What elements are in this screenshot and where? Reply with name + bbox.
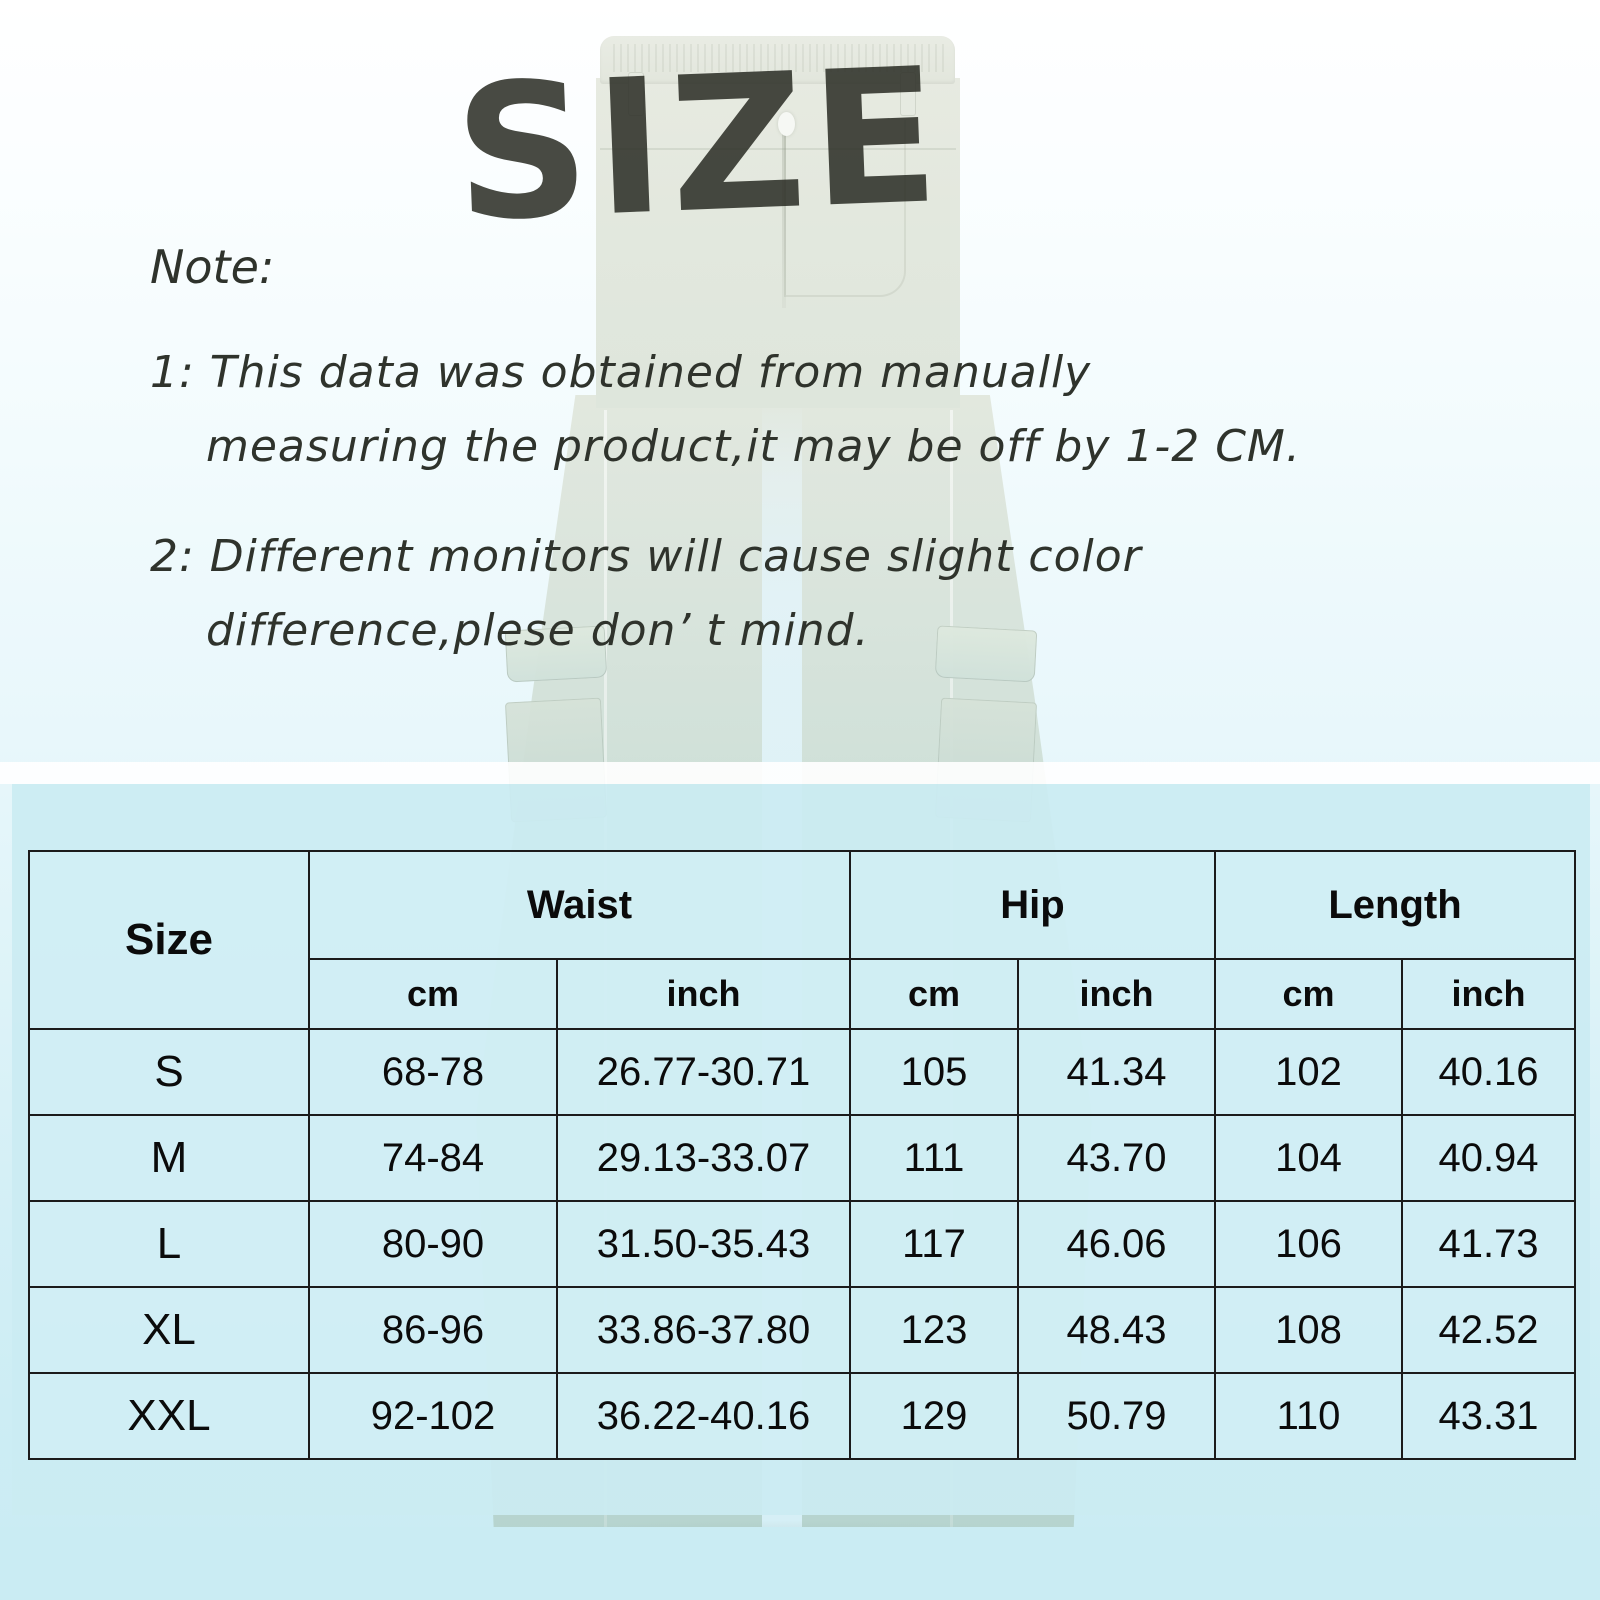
size-table-head: Size Waist Hip Length cm inch cm inch cm… [28,850,1577,1030]
size-table-body: S 68-78 26.77-30.71 105 41.34 102 40.16 … [28,1028,1577,1460]
unit-header-waist-inch: inch [555,958,852,1030]
cell-length-inch: 40.94 [1401,1114,1577,1202]
unit-header-length-inch: inch [1401,958,1577,1030]
size-table-panel: Size Waist Hip Length cm inch cm inch cm… [12,784,1590,1515]
table-row: L 80-90 31.50-35.43 117 46.06 106 41.73 [28,1200,1577,1288]
note-2-line-1: 2: Different monitors will cause slight … [150,531,1142,582]
cell-hip-inch: 46.06 [1017,1200,1217,1288]
cell-length-cm: 110 [1214,1372,1404,1460]
table-row: XL 86-96 33.86-37.80 123 48.43 108 42.52 [28,1286,1577,1374]
unit-header-waist-cm: cm [308,958,558,1030]
column-header-size: Size [28,850,310,1030]
unit-header-hip-cm: cm [849,958,1020,1030]
notes-heading: Note: [150,240,275,294]
cell-length-inch: 42.52 [1401,1286,1577,1374]
cell-waist-inch: 26.77-30.71 [555,1028,852,1116]
cell-hip-inch: 48.43 [1017,1286,1217,1374]
note-item-2: 2: Different monitors will cause slight … [150,520,1480,668]
table-header-row-units: cm inch cm inch cm inch [29,958,1577,1030]
bottom-band [0,1527,1600,1600]
cell-hip-cm: 117 [849,1200,1020,1288]
cell-hip-inch: 50.79 [1017,1372,1217,1460]
cell-hip-cm: 105 [849,1028,1020,1116]
cell-length-cm: 102 [1214,1028,1404,1116]
cell-hip-inch: 43.70 [1017,1114,1217,1202]
cell-waist-cm: 80-90 [308,1200,558,1288]
cell-length-cm: 106 [1214,1200,1404,1288]
cell-waist-cm: 86-96 [308,1286,558,1374]
cell-waist-cm: 92-102 [308,1372,558,1460]
note-item-1: 1: This data was obtained from manually … [150,336,1480,484]
page-title: SIZE [451,26,949,263]
table-row: M 74-84 29.13-33.07 111 43.70 104 40.94 [28,1114,1577,1202]
notes-block: Note: 1: This data was obtained from man… [150,238,1480,704]
cell-waist-inch: 36.22-40.16 [555,1372,852,1460]
unit-header-length-cm: cm [1214,958,1404,1030]
cell-waist-inch: 31.50-35.43 [555,1200,852,1288]
column-group-length: Length [1214,850,1577,960]
note-2-line-2: difference,plese don’ t mind. [206,605,870,656]
cell-length-inch: 40.16 [1401,1028,1577,1116]
cell-length-inch: 41.73 [1401,1200,1577,1288]
cell-length-inch: 43.31 [1401,1372,1577,1460]
column-group-waist: Waist [307,850,852,960]
cell-length-cm: 104 [1214,1114,1404,1202]
size-table: Size Waist Hip Length cm inch cm inch cm… [28,850,1577,1460]
cell-hip-inch: 41.34 [1017,1028,1217,1116]
table-row: S 68-78 26.77-30.71 105 41.34 102 40.16 [28,1028,1577,1116]
panel-top-divider [0,762,1600,784]
cell-size: L [28,1200,310,1288]
cell-waist-inch: 29.13-33.07 [555,1114,852,1202]
unit-header-hip-inch: inch [1017,958,1217,1030]
cell-waist-inch: 33.86-37.80 [555,1286,852,1374]
cell-size: S [28,1028,310,1116]
table-row: XXL 92-102 36.22-40.16 129 50.79 110 43.… [28,1372,1577,1460]
cell-waist-cm: 68-78 [308,1028,558,1116]
cell-hip-cm: 129 [849,1372,1020,1460]
cell-hip-cm: 123 [849,1286,1020,1374]
cell-hip-cm: 111 [849,1114,1020,1202]
cell-size: XXL [28,1372,310,1460]
cell-size: XL [28,1286,310,1374]
note-1-line-2: measuring the product,it may be off by 1… [206,421,1301,472]
note-1-line-1: 1: This data was obtained from manually [150,347,1092,398]
cell-waist-cm: 74-84 [308,1114,558,1202]
table-header-row-groups: Size Waist Hip Length [28,850,1577,1030]
cell-size: M [28,1114,310,1202]
cell-length-cm: 108 [1214,1286,1404,1374]
column-group-hip: Hip [849,850,1217,960]
